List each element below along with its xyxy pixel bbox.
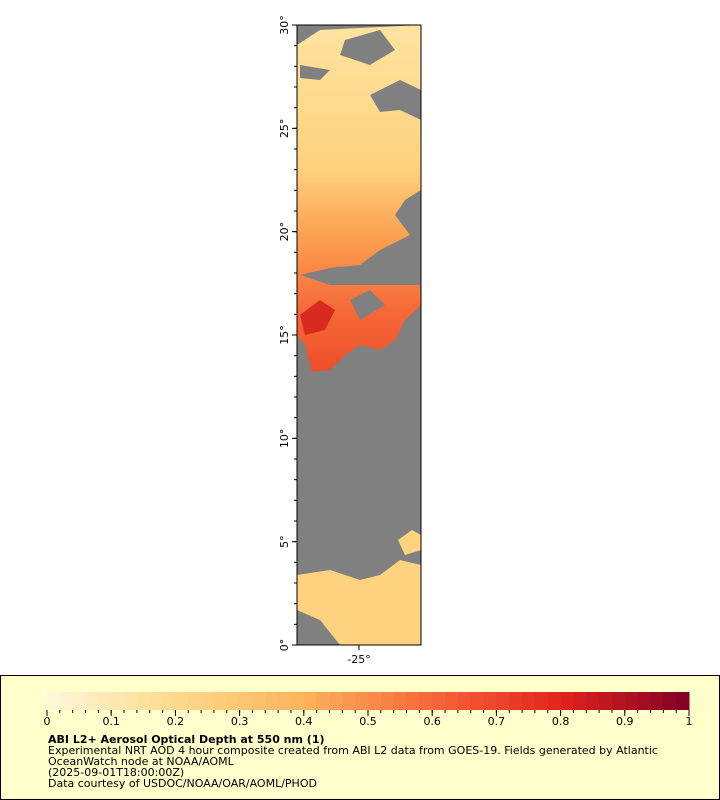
colorbar-step [676,692,690,710]
colorbar-step [226,692,241,710]
aerosol-high [300,300,335,335]
map [296,24,422,646]
colorbar-step [522,692,536,710]
y-tick-label: 5° [278,535,291,548]
colorbar-step [149,692,164,710]
legend-line: Data courtesy of USDOC/NOAA/OAR/AOML/PHO… [48,777,317,790]
colorbar-step [342,692,356,710]
legend-title: ABI L2+ Aerosol Optical Depth at 550 nm … [48,733,325,746]
colorbar-step [111,692,125,710]
colorbar-step [188,692,202,710]
colorbar-step [637,692,651,710]
colorbar-step [162,692,176,710]
y-tick-label: 0° [278,639,291,652]
colorbar-step [47,692,61,710]
colorbar-step [98,692,112,710]
colorbar-step [663,692,677,710]
colorbar-step [599,692,613,710]
cloud-gap [340,30,395,65]
y-tick-label: 20° [278,222,291,242]
colorbar-step [278,692,292,710]
colorbar-step [72,692,87,710]
colorbar-tick-label: 0.4 [295,715,313,728]
colorbar-step [534,692,549,710]
colorbar-tick-label: 0.2 [167,715,185,728]
colorbar-step [432,692,446,710]
colorbar-step [213,692,228,710]
legend-line: (2025-09-01T18:00:00Z) [48,766,184,779]
colorbar-step [303,692,318,710]
aerosol-south [398,530,421,555]
colorbar-step [624,692,639,710]
colorbar-step [124,692,138,710]
colorbar-tick-label: 0.8 [552,715,570,728]
colorbar-step [290,692,305,710]
y-tick-label: 15° [278,325,291,345]
colorbar-step [316,692,330,710]
x-tick-label: -25° [347,653,370,666]
cloud-gap [350,290,385,320]
colorbar-step [85,692,99,710]
colorbar-step [368,692,382,710]
colorbar-step [380,692,395,710]
colorbar-step [355,692,369,710]
colorbar-tick-label: 0.9 [616,715,634,728]
colorbar-step [201,692,215,710]
colorbar-step [445,692,459,710]
colorbar-step [136,692,151,710]
colorbar-step [393,692,408,710]
legend-line: OceanWatch node at NOAA/AOML [48,755,235,768]
colorbar-step [496,692,510,710]
colorbar-step [547,692,562,710]
colorbar-step [329,692,343,710]
colorbar-tick-label: 0.7 [488,715,506,728]
colorbar-step [59,692,74,710]
colorbar-step [252,692,266,710]
y-tick-label: 30° [278,15,291,35]
legend-line: Experimental NRT AOD 4 hour composite cr… [48,744,658,757]
cloud-gap [370,80,421,120]
colorbar-step [560,692,574,710]
colorbar-tick-label: 0.1 [102,715,120,728]
colorbar-step [406,692,420,710]
colorbar-step [239,692,253,710]
colorbar-tick-label: 0 [44,715,51,728]
colorbar-step [419,692,433,710]
colorbar-step [265,692,279,710]
aerosol-south [297,560,421,645]
colorbar-step [611,692,626,710]
colorbar-tick-label: 0.5 [359,715,377,728]
cloud-gap [300,65,330,80]
colorbar-tick-label: 1 [686,715,693,728]
colorbar-tick-label: 0.3 [231,715,249,728]
colorbar-step [470,692,485,710]
colorbar-step [573,692,587,710]
colorbar-step [650,692,664,710]
colorbar-step [509,692,523,710]
colorbar-step [586,692,600,710]
aerosol-field [297,25,421,372]
colorbar-step [483,692,497,710]
colorbar-step [175,692,189,710]
colorbar-tick-label: 0.6 [423,715,441,728]
y-tick-label: 10° [278,429,291,449]
colorbar-step [457,692,472,710]
y-tick-label: 25° [278,119,291,139]
